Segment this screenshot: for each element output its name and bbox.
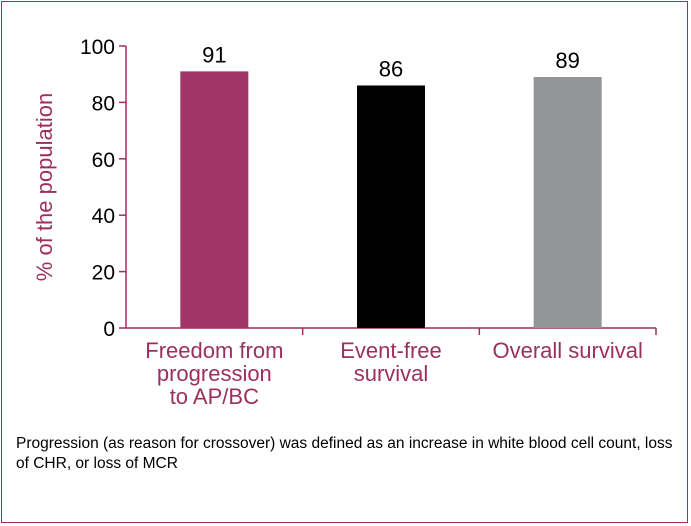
x-tick-label: progression (157, 361, 272, 386)
bar-chart: 0 20 40 60 80 100 % of the population 91 Freedom… (32, 36, 657, 409)
y-tick-label: 60 (92, 149, 115, 172)
y-tick-label: 40 (92, 205, 115, 228)
bar (180, 71, 249, 328)
bar (357, 85, 425, 328)
y-tick-label: 80 (92, 92, 115, 115)
footnote: Progression (as reason for crossover) wa… (16, 435, 673, 472)
x-tick-label: survival (354, 361, 429, 386)
x-tick-label: Event-free (340, 338, 442, 363)
data-label: 86 (379, 56, 403, 81)
y-axis-label: % of the population (32, 93, 57, 281)
x-tick-label: Overall survival (492, 338, 642, 363)
data-label: 89 (555, 48, 579, 73)
x-tick-label: Freedom from (145, 338, 283, 363)
bar (533, 77, 602, 329)
y-tick-label: 100 (80, 36, 115, 59)
y-tick-label: 0 (103, 318, 115, 341)
y-tick-label: 20 (92, 262, 115, 285)
data-label: 91 (202, 42, 226, 67)
x-tick-label: to AP/BC (170, 384, 259, 409)
